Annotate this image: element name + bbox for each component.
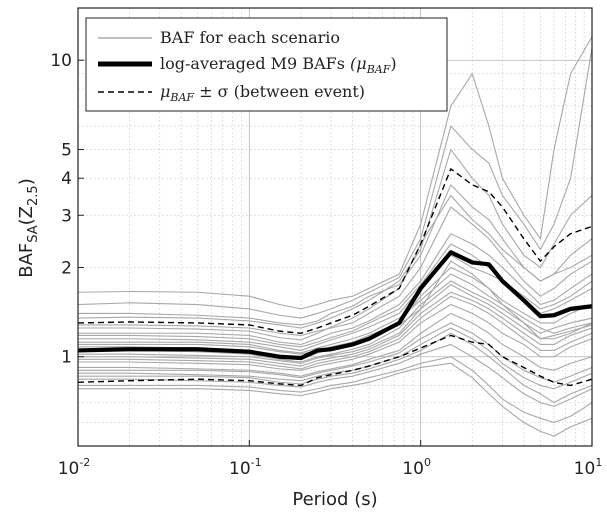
legend-entry-sigma: μBAF ± σ (between event) (160, 82, 365, 104)
legend-entry-sigma-math-close: ± σ (194, 82, 229, 101)
series-line-scenario (78, 243, 593, 348)
y-axis-label-paren-sub: 2.5 (26, 185, 41, 206)
x-tick-label: 10-1 (229, 456, 262, 479)
y-axis-label-sub: SA (26, 225, 41, 242)
legend-entry-sigma-math: μ (160, 82, 170, 101)
y-tick-label: 4 (61, 169, 72, 189)
series-line-scenario (78, 303, 593, 371)
y-tick-label: 5 (61, 140, 72, 160)
series-line-scenario (78, 356, 593, 424)
series-line-sigma (77, 334, 593, 387)
x-tick-label: 100 (402, 456, 431, 479)
series-line-scenario (77, 47, 593, 319)
y-axis-label-main: BAF (16, 243, 37, 278)
series-line-scenario (77, 36, 593, 310)
series-line-scenario (78, 206, 593, 336)
series-line-scenario (78, 343, 593, 407)
series-line-sigma (77, 168, 593, 334)
x-axis-label: Period (s) (292, 489, 377, 510)
legend-entry-mean-math-sub: BAF (366, 63, 391, 76)
series-line-scenario (78, 332, 593, 404)
tick-labels: 10-2 10-1 100 101 1 2 3 4 5 10 (50, 51, 602, 479)
series-line-scenario (78, 322, 593, 383)
series-line-scenario (78, 280, 593, 363)
y-axis-label-paren-close: ) (16, 178, 37, 185)
legend-entry-sigma-suffix: (between event) (229, 82, 365, 101)
x-tick-label: 101 (574, 456, 603, 479)
legend-entry-scenario: BAF for each scenario (160, 28, 340, 47)
y-tick-label: 3 (61, 206, 72, 226)
series-line-scenario (78, 233, 593, 346)
series-line-scenario (78, 312, 593, 377)
series-line-scenario (77, 148, 593, 329)
legend-entry-mean-math: (μ (350, 54, 367, 73)
legend: BAF for each scenario log-averaged M9 BA… (85, 17, 448, 112)
series-line-scenario (78, 291, 593, 367)
x-tick-label: 10-2 (58, 456, 91, 479)
legend-entry-mean: log-averaged M9 BAFs (μBAF) (160, 54, 397, 76)
series-line-scenario (78, 260, 593, 364)
y-tick-label: 10 (50, 51, 72, 71)
series-line-mean (77, 250, 593, 361)
legend-entry-sigma-math-sub: BAF (169, 91, 194, 104)
legend-entry-mean-text: log-averaged M9 BAFs (160, 54, 345, 73)
ticks (77, 59, 593, 446)
legend-entry-mean-math-close: ) (390, 54, 396, 73)
plot-area (77, 36, 593, 437)
y-axis-label: BAFSA(Z2.5) (16, 178, 41, 277)
series-line-scenario (78, 295, 593, 370)
series-line-scenario (78, 273, 593, 354)
series-line-scenario (78, 362, 593, 437)
y-axis-label-paren: (Z (16, 206, 37, 225)
y-tick-label: 1 (61, 348, 72, 368)
axes-box (77, 7, 593, 447)
y-tick-label: 2 (61, 258, 72, 278)
